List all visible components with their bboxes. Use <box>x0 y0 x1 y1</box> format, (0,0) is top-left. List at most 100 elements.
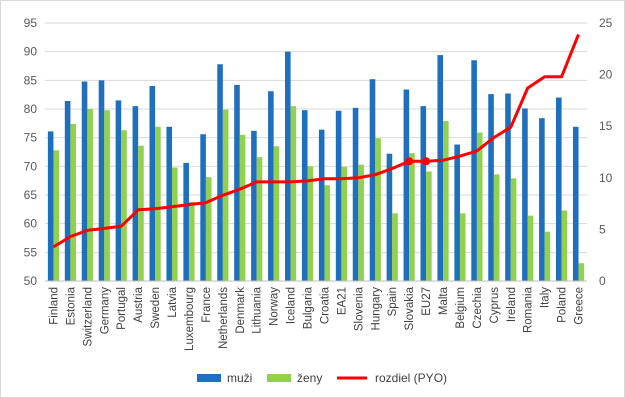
bar-zeny <box>493 174 500 281</box>
bar-zeny <box>104 110 110 281</box>
legend-swatch <box>267 374 291 382</box>
y-left-tick-label: 50 <box>24 274 38 288</box>
x-tick-label: Slovakia <box>404 286 416 330</box>
x-tick-label: Ireland <box>506 287 518 322</box>
line-rozdiel <box>52 33 580 249</box>
bar-zeny <box>375 138 381 281</box>
bar-muzi <box>251 130 257 281</box>
bar-muzi <box>234 84 240 281</box>
y-left-tick-label: 60 <box>24 217 38 231</box>
legend-label: ženy <box>297 371 322 385</box>
bar-muzi <box>81 81 88 281</box>
x-tick-label: Germany <box>99 287 111 335</box>
legend-label: muži <box>227 371 252 385</box>
bar-muzi <box>454 144 460 281</box>
x-tick-label: Latvia <box>167 286 179 317</box>
bar-zeny <box>188 201 195 281</box>
x-tick-label: Hungary <box>370 287 382 331</box>
x-tick-label: Spain <box>387 287 399 316</box>
x-tick-label: Luxembourg <box>184 287 196 351</box>
x-tick-label: Cyprus <box>489 287 501 324</box>
bar-muzi <box>47 131 54 281</box>
x-tick-label: Romania <box>523 286 535 333</box>
x-tick-label: Poland <box>557 287 569 323</box>
x-tick-label: Estonia <box>65 286 77 325</box>
bar-muzi <box>132 106 139 281</box>
bar-zeny <box>70 123 76 281</box>
x-tick-label: Switzerland <box>82 287 94 346</box>
bar-zeny <box>476 132 483 281</box>
x-tick-label: EU27 <box>421 287 433 316</box>
x-tick-label: Denmark <box>235 287 247 334</box>
y-right-tick-label: 15 <box>599 119 613 133</box>
bar-zeny <box>409 153 415 281</box>
x-tick-label: Finland <box>48 287 60 325</box>
y-right-tick-label: 5 <box>599 222 606 236</box>
bar-muzi <box>386 153 393 281</box>
y-left-tick-label: 75 <box>24 131 38 145</box>
bar-muzi <box>183 162 189 281</box>
bar-zeny <box>138 145 144 281</box>
bar-muzi <box>471 60 477 282</box>
bar-zeny <box>392 213 398 281</box>
y-left-tick-label: 85 <box>24 73 38 87</box>
bar-zeny <box>307 166 314 281</box>
bar-muzi <box>318 129 325 281</box>
x-tick-label: Iceland <box>286 287 298 324</box>
bar-zeny <box>510 178 517 281</box>
x-tick-label: Malta <box>438 286 450 315</box>
x-tick-label: Netherlands <box>218 287 230 349</box>
bar-muzi <box>539 118 545 281</box>
bar-zeny <box>544 231 551 281</box>
y-left-tick-label: 95 <box>24 16 38 30</box>
y-left-tick-label: 65 <box>24 188 38 202</box>
bar-zeny <box>87 109 93 281</box>
bar-muzi <box>403 89 410 281</box>
y-right-tick-label: 10 <box>599 171 613 185</box>
y-right-tick-label: 25 <box>599 16 613 30</box>
bar-zeny <box>172 167 178 281</box>
bar-muzi <box>217 64 223 281</box>
legend-swatch <box>197 374 221 382</box>
y-right-tick-label: 0 <box>599 274 606 288</box>
bar-muzi <box>149 86 156 281</box>
bar-muzi <box>437 55 444 282</box>
x-tick-label: Belgium <box>455 287 467 329</box>
y-left-tick-label: 70 <box>24 159 38 173</box>
bar-muzi <box>115 100 122 282</box>
x-tick-label: Greece <box>574 287 586 325</box>
bar-muzi <box>369 79 376 281</box>
line-marker <box>405 157 414 166</box>
bar-zeny <box>239 134 246 281</box>
bar-muzi <box>301 110 308 281</box>
bar-muzi <box>268 91 274 281</box>
bar-zeny <box>341 166 347 281</box>
x-tick-label: Austria <box>133 286 145 322</box>
bar-zeny <box>53 150 60 281</box>
bar-muzi <box>505 93 511 282</box>
x-tick-label: Norway <box>269 287 281 326</box>
line-marker <box>422 157 431 166</box>
bar-muzi <box>488 94 494 282</box>
x-tick-label: Slovenia <box>353 286 365 331</box>
y-right-tick-label: 20 <box>599 68 613 82</box>
y-left-tick-label: 90 <box>24 45 38 59</box>
bar-muzi <box>522 108 528 281</box>
x-tick-label: Sweden <box>150 287 162 329</box>
bar-muzi <box>556 97 562 282</box>
bar-muzi <box>98 80 105 281</box>
bar-muzi <box>64 100 71 282</box>
legend-label: rozdiel (PYO) <box>375 371 447 385</box>
bar-zeny <box>256 157 263 281</box>
x-tick-label: Lithuania <box>252 286 264 333</box>
bar-zeny <box>205 177 212 281</box>
bar-muzi <box>352 107 359 281</box>
bar-zeny <box>290 106 297 281</box>
bar-zeny <box>121 130 127 281</box>
bar-zeny <box>324 185 331 281</box>
bar-zeny <box>155 126 161 281</box>
x-tick-label: Czechia <box>472 286 484 328</box>
bar-zeny <box>561 210 568 281</box>
